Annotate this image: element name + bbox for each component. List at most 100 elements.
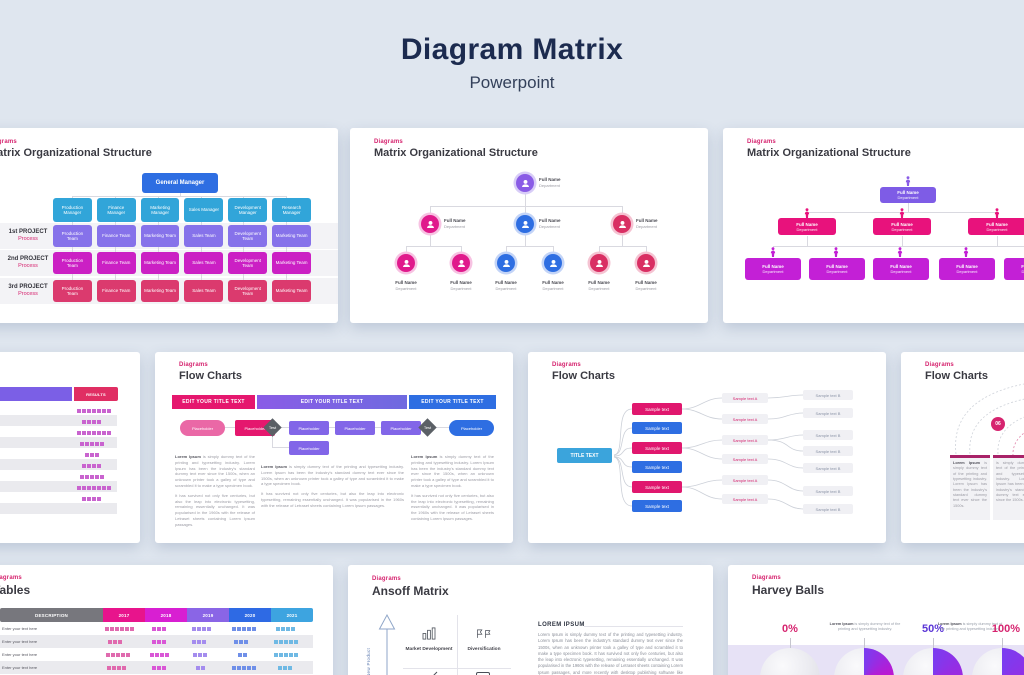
lorem-heading: LOREM IPSUM: [538, 622, 585, 628]
lead-text: Lorem Ipsum: [175, 454, 201, 459]
paragraph: is simply dummy text of the printing and…: [953, 461, 987, 508]
slide-results-table[interactable]: RESULTS: [0, 352, 140, 543]
sample-b-box: Sample text B: [803, 504, 853, 514]
team-row-1: Production Team Finance Team Marketing T…: [53, 225, 311, 247]
connector-line: [272, 432, 273, 447]
slide-flow-chart-arcs[interactable]: Diagrams Flow Charts 06 Lorem Ipsum is s…: [901, 352, 1024, 543]
table-row: Enter your text here: [0, 661, 313, 674]
ball-stem: [864, 638, 865, 648]
slide-flow-chart-columns[interactable]: Diagrams Flow Charts EDIT YOUR TITLE TEX…: [155, 352, 513, 543]
slide-title: Harvey Balls: [752, 583, 825, 597]
org-box: Production Team: [53, 280, 92, 302]
lead-text: Lorem Ipsum: [937, 622, 962, 626]
data-squares: [276, 626, 295, 631]
person-icon: [905, 176, 911, 186]
data-squares: [192, 626, 211, 631]
sample-b-box: Sample text B: [803, 463, 853, 473]
table-row: [0, 503, 117, 514]
step-badge: 06: [991, 417, 1005, 431]
org-box: Sales Team: [184, 252, 224, 274]
table-row: Enter your text here: [0, 622, 313, 635]
node-name: Full Name: [891, 221, 913, 227]
manager-row: Production Manager Finance Manager Marke…: [53, 198, 311, 222]
person-icon: [497, 254, 515, 272]
row-label: Enter your text here: [2, 652, 38, 657]
sample-b-box: Sample text B: [803, 390, 853, 400]
node-name: Full Name: [539, 177, 561, 182]
column-top-bar: [993, 455, 1024, 458]
org-box: Finance Team: [96, 225, 136, 247]
slide-org-structure-boxes[interactable]: Diagrams Matrix Organizational Structure…: [723, 128, 1024, 323]
paragraph: is simply dummy text of the printing and…: [411, 454, 494, 488]
person-icon: [452, 254, 470, 272]
slide-ansoff-matrix[interactable]: Diagrams Ansoff Matrix New Product Marke…: [348, 565, 713, 675]
percent-label-50: 50%: [921, 623, 945, 635]
axis-label: New Product: [366, 647, 371, 675]
page-subtitle: Powerpoint: [469, 73, 555, 92]
node-name: Full Name: [897, 190, 919, 195]
table-row: [0, 481, 117, 492]
node-dept: Department: [495, 286, 517, 292]
row-label: Enter your text here: [2, 626, 38, 631]
flow-shape-pill: Placeholder: [180, 420, 225, 436]
node-dept: Department: [890, 269, 912, 274]
person-icon: [397, 254, 415, 272]
results-header: RESULTS: [74, 387, 118, 401]
org-root-box: General Manager: [142, 173, 218, 193]
sample-a-box: Sample text A: [722, 454, 768, 464]
lorem-paragraph: Lorem Ipsum is simply dummy text of the …: [538, 632, 683, 675]
table-row: [0, 448, 117, 459]
data-squares: [238, 652, 247, 657]
bar-chart-icon: [422, 627, 436, 640]
node-name: Full Name: [450, 280, 472, 285]
quadrant-label: Diversification: [467, 647, 501, 652]
percent-label-100: 100%: [991, 623, 1021, 635]
sample-a-box: Sample text A: [722, 494, 768, 504]
project-row-label: 2nd PROJECT Process: [3, 256, 53, 269]
dashed-arcs: [955, 383, 1024, 457]
connector-line: [525, 233, 526, 246]
body-text: Lorem Ipsum is simply dummy text of the …: [411, 454, 494, 526]
row-label: Enter your text here: [2, 639, 38, 644]
node-name: Full Name: [826, 264, 848, 269]
slide-tables[interactable]: Diagrams Tables DESCRIPTION 2017 2018 20…: [0, 565, 333, 675]
flow-shape-rect: Placeholder: [289, 441, 329, 455]
connector-line: [997, 236, 998, 246]
node-dept: Department: [762, 269, 784, 274]
data-squares: [82, 496, 101, 501]
node-label: Full Name Department: [626, 280, 666, 291]
node-label: Full Name Department: [444, 218, 466, 229]
data-squares: [152, 665, 166, 670]
paragraph: is simply dummy text of the printing and…: [837, 622, 901, 632]
slide-org-structure-avatars[interactable]: Diagrams Matrix Organizational Structure…: [350, 128, 708, 323]
ball-stem: [1002, 638, 1003, 648]
person-icon: [421, 215, 439, 233]
project-sublabel: Process: [18, 263, 38, 269]
node-label: Full Name Department: [441, 280, 481, 291]
org-box: Sales Team: [184, 225, 224, 247]
person-icon: [897, 247, 903, 257]
slide-flow-chart-tree[interactable]: Diagrams Flow Charts: [528, 352, 886, 543]
sample-a-box: Sample text A: [722, 475, 768, 485]
lead-text: Lorem Ipsum: [829, 622, 854, 626]
connector-line: [908, 203, 909, 212]
quadrant-diversification: Diversification: [458, 627, 510, 653]
harvey-note: Lorem Ipsum is simply dummy text of the …: [826, 622, 904, 633]
node-dept: Department: [635, 286, 657, 292]
quadrant-market-development: Market Development: [403, 627, 455, 653]
sample-box: Sample text: [632, 481, 682, 493]
team-row-3: Production Team Finance Team Marketing T…: [53, 280, 311, 302]
grid-line: [403, 668, 511, 669]
connector-line: [773, 246, 1024, 247]
project-row-label: 3rd PROJECT Process: [3, 284, 53, 297]
connector-line: [646, 246, 647, 254]
title-box: TITLE TEXT: [557, 448, 612, 463]
slide-harvey-balls[interactable]: Diagrams Harvey Balls 0% Lorem Ipsum is …: [728, 565, 1024, 675]
node-label: Full Name Department: [636, 218, 658, 229]
org-box: Finance Manager: [96, 198, 136, 222]
slide-org-structure-grid[interactable]: Diagrams Matrix Organizational Structure…: [0, 128, 338, 323]
